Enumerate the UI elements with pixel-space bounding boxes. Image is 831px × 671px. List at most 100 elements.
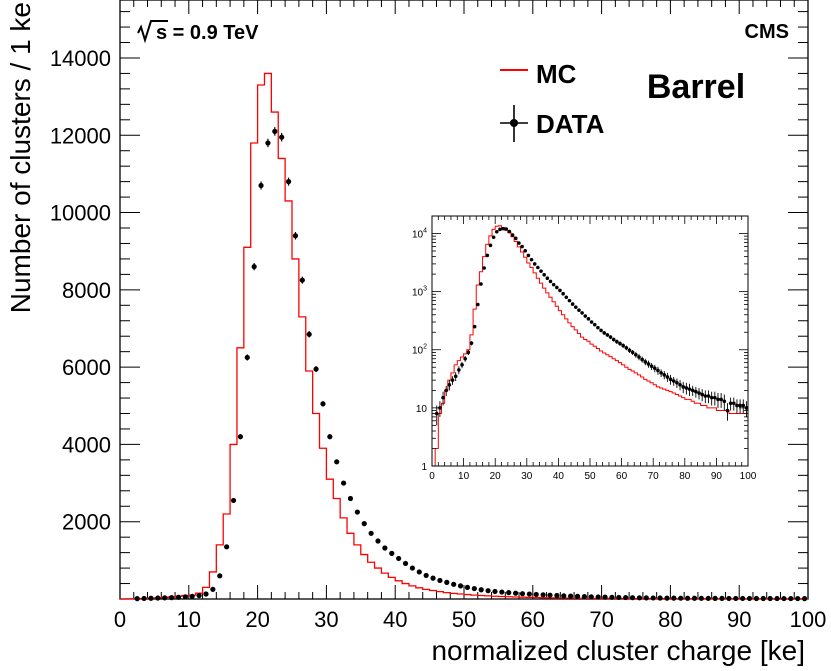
- inset-data-point: [678, 380, 682, 391]
- main-data-point: [698, 595, 704, 601]
- inset-data-marker: [700, 392, 704, 397]
- main-data-marker: [230, 497, 237, 504]
- inset-data-marker: [485, 253, 490, 258]
- main-data-point: [636, 595, 643, 601]
- main-data-marker: [574, 593, 581, 599]
- inset-data-point: [520, 244, 524, 249]
- inset-data-marker: [630, 350, 635, 355]
- inset-data-marker: [482, 266, 486, 270]
- inset-data-point: [671, 376, 676, 386]
- main-data-point: [726, 595, 732, 602]
- main-data-marker: [396, 555, 402, 562]
- main-data-point: [629, 595, 636, 601]
- legend: MC DATA: [500, 59, 605, 142]
- inset-data-point: [646, 360, 651, 368]
- main-data-point: [678, 595, 684, 601]
- inset-data-marker: [678, 382, 682, 387]
- main-data-point: [327, 434, 333, 440]
- inset-data-point: [479, 282, 483, 286]
- inset-data-marker: [460, 363, 464, 367]
- inset-data-point: [580, 311, 584, 315]
- main-data-marker: [733, 595, 739, 602]
- main-data-marker: [320, 401, 326, 407]
- main-data-point: [485, 588, 491, 594]
- main-data-point: [568, 593, 574, 599]
- inset-mc-step-line: [432, 225, 745, 467]
- inset-data-point: [567, 298, 572, 303]
- main-data-point: [134, 596, 140, 602]
- main-data-marker: [409, 565, 415, 571]
- main-x-tick-label: 0: [114, 607, 126, 632]
- main-data-marker: [643, 595, 649, 601]
- main-data-marker: [767, 595, 773, 602]
- main-data-marker: [746, 595, 753, 602]
- main-data-point: [471, 585, 477, 592]
- inset-data-point: [542, 272, 546, 277]
- inset-data-point: [507, 229, 512, 234]
- inset-y-tick-labels: 1 10 102 103 104: [412, 227, 427, 473]
- main-data-point: [444, 579, 450, 585]
- inset-data-marker: [741, 403, 746, 408]
- inset-data-point: [634, 352, 638, 358]
- inset-data-marker: [728, 401, 733, 406]
- main-data-point: [657, 595, 663, 601]
- inset-data-marker: [494, 229, 499, 234]
- main-data-point: [492, 588, 498, 595]
- main-data-marker: [210, 586, 216, 592]
- inset-data-marker: [611, 337, 616, 342]
- main-data-marker: [533, 591, 539, 598]
- inset-data-marker: [722, 399, 727, 404]
- main-data-marker: [292, 233, 299, 239]
- main-data-marker: [402, 560, 409, 567]
- inset-data-point: [713, 391, 717, 406]
- main-data-point: [513, 590, 519, 596]
- inset-data-marker: [434, 411, 439, 416]
- main-x-tick-label: 50: [452, 607, 476, 632]
- main-data-marker: [719, 595, 725, 601]
- inset-data-point: [583, 314, 588, 318]
- inset-y-tick-label: 102: [412, 344, 427, 357]
- main-data-point: [409, 565, 415, 571]
- main-data-marker: [616, 594, 622, 601]
- inset-data-marker: [624, 346, 629, 350]
- main-data-point: [196, 592, 202, 599]
- inset-data-point: [545, 276, 550, 281]
- inset-data-marker: [697, 391, 701, 395]
- inset-data-marker: [731, 401, 736, 406]
- main-data-marker: [306, 331, 312, 337]
- main-data-marker: [196, 592, 202, 599]
- inset-data-marker: [548, 279, 553, 284]
- inset-data-point: [501, 226, 505, 231]
- main-data-point: [279, 132, 285, 142]
- main-data-marker: [657, 595, 663, 601]
- inset-data-marker: [573, 305, 578, 309]
- main-data-marker: [540, 592, 546, 598]
- inset-data-point: [494, 229, 499, 234]
- main-data-marker: [389, 550, 395, 556]
- main-data-point: [141, 595, 147, 602]
- inset-data-marker: [577, 308, 581, 312]
- inset-data-marker: [580, 311, 584, 315]
- inset-x-tick-label: 70: [648, 471, 660, 482]
- inset-data-marker: [605, 333, 610, 337]
- inset-data-point: [539, 269, 543, 273]
- main-data-marker: [781, 595, 787, 602]
- main-data-marker: [182, 594, 188, 600]
- legend-data-marker: [510, 119, 518, 127]
- main-data-marker: [382, 545, 388, 551]
- main-data-point: [251, 263, 257, 271]
- inset-data-marker: [615, 339, 619, 344]
- inset-data-marker: [513, 236, 518, 241]
- main-data-point: [224, 544, 230, 550]
- inset-data-marker: [450, 378, 455, 382]
- main-data-marker: [609, 594, 615, 600]
- inset-data-marker: [488, 243, 493, 248]
- y-axis-title: Number of clusters / 1 ke: [5, 2, 36, 313]
- inset-data-point: [684, 382, 689, 395]
- experiment-label: CMS: [745, 21, 789, 43]
- inset-data-point: [558, 288, 562, 293]
- main-data-marker: [636, 595, 643, 601]
- inset-data-point: [735, 399, 739, 414]
- inset-data-marker: [675, 381, 679, 385]
- main-data-marker: [753, 595, 760, 602]
